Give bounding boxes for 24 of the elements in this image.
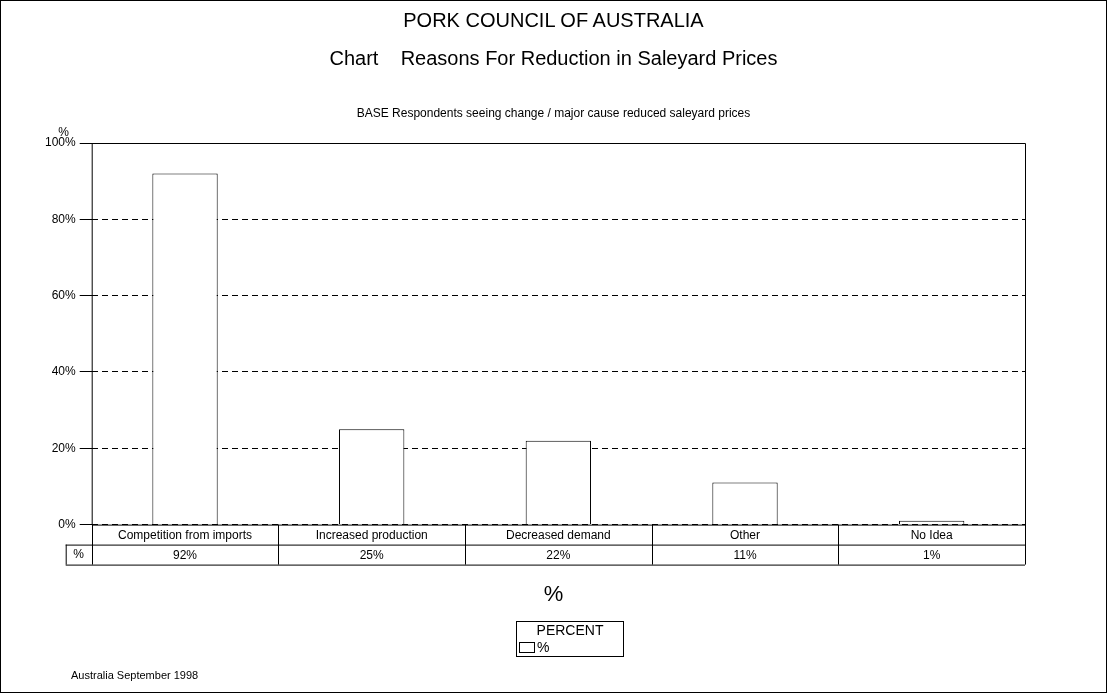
y-tick-label: 0% (58, 516, 77, 531)
legend-title: PERCENT (535, 622, 605, 639)
x-tick-label: No Idea (910, 528, 954, 543)
x-tick-label: Competition from imports (118, 528, 253, 543)
x-axis-title: % (542, 581, 565, 607)
y-tick-label: 80% (51, 211, 77, 226)
y-tick-label: 40% (51, 364, 77, 379)
text: % (73, 546, 85, 561)
x-tick-label: Decreased demand (505, 528, 611, 543)
chart-subtitle: Chart Reasons For Reduction in Saleyard Prices (328, 47, 779, 70)
chart-title: PORK COUNCIL OF AUSTRALIA (402, 9, 705, 32)
y-tick-label: 100% (44, 135, 77, 150)
x-tick-label: Other (730, 528, 761, 543)
text: Australia September 1998 (71, 669, 199, 681)
y-tick-label: 60% (51, 287, 77, 302)
y-tick-label: 20% (51, 440, 77, 455)
data-label: 22% (546, 547, 571, 562)
data-label: 11% (733, 547, 757, 562)
data-label: 92% (173, 547, 198, 562)
text: BASE Respondents seeing change / major cause reduced saleyard prices (355, 106, 752, 120)
text: % (537, 639, 550, 655)
data-label: 25% (359, 547, 385, 562)
x-tick-label: Increased production (315, 528, 428, 543)
data-label: 1% (923, 547, 941, 562)
